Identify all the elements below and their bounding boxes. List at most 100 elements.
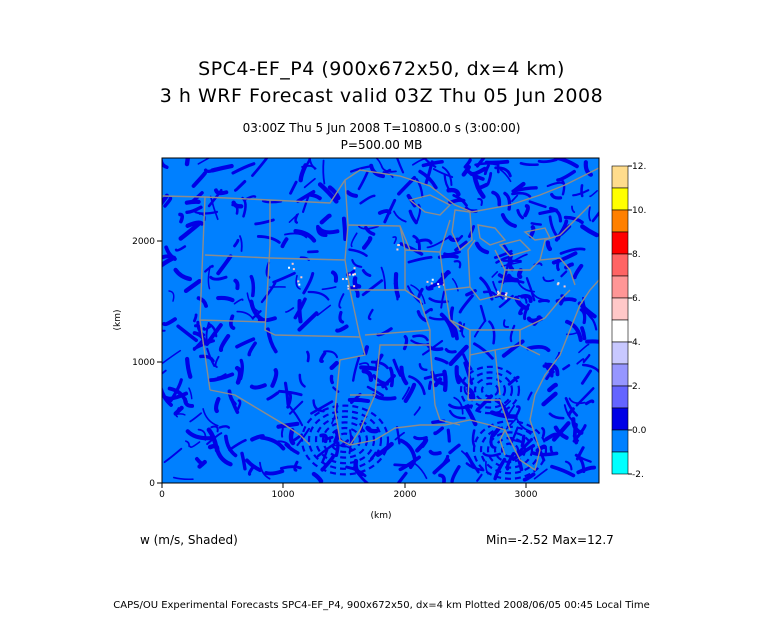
field-patch <box>266 391 280 401</box>
updraft-spot <box>505 292 508 295</box>
field-patch <box>358 362 370 367</box>
field-patch <box>519 161 539 167</box>
field-patch <box>454 365 461 385</box>
field-patch <box>516 208 525 220</box>
field-patch <box>542 276 555 283</box>
field-patch <box>479 304 487 323</box>
field-patch <box>316 304 332 317</box>
updraft-spot <box>352 273 355 276</box>
field-patch <box>349 164 374 173</box>
field-patch <box>499 169 512 183</box>
footer-credit: CAPS/OU Experimental Forecasts SPC4-EF_P… <box>113 600 650 611</box>
field-patch <box>537 158 558 164</box>
field-patch <box>443 250 461 257</box>
field-patch <box>301 164 316 170</box>
field-patch <box>295 274 301 290</box>
field-patch <box>432 168 454 178</box>
colorbar-swatch <box>611 385 629 409</box>
field-patch <box>270 368 279 388</box>
field-patch <box>448 443 461 455</box>
field-patch <box>199 354 215 363</box>
field-patch <box>393 463 412 467</box>
field-patch <box>216 254 233 276</box>
field-patch <box>425 285 434 291</box>
field-patch <box>503 191 512 211</box>
field-patch <box>288 400 304 415</box>
field-patch <box>556 169 576 182</box>
field-patch <box>202 325 212 331</box>
field-patch <box>473 342 494 360</box>
field-patch <box>176 324 198 343</box>
colorbar-swatch <box>611 429 629 453</box>
field-patch <box>461 323 466 338</box>
field-patch <box>491 190 502 207</box>
field-swirl <box>479 425 541 475</box>
field-patch <box>210 163 234 173</box>
updraft-spot <box>300 276 303 279</box>
field-patch <box>465 462 485 472</box>
field-patch <box>475 394 494 412</box>
field-patch <box>492 280 504 300</box>
field-patch <box>329 374 334 385</box>
field-patch <box>169 378 183 403</box>
field-patch <box>522 472 536 482</box>
field-patch <box>401 386 411 400</box>
colorbar <box>611 165 629 475</box>
field-patch <box>259 461 271 480</box>
field-swirl <box>300 404 390 476</box>
field-patch <box>351 258 363 268</box>
field-patch <box>223 434 238 458</box>
field-patch <box>307 192 322 201</box>
field-patch <box>528 200 547 209</box>
field-patch <box>235 337 256 349</box>
field-patch <box>398 438 417 461</box>
field-patch <box>234 365 243 385</box>
field-patch <box>230 399 240 415</box>
field-patch <box>327 185 341 201</box>
field-dark-patches <box>162 158 599 483</box>
field-patch <box>580 224 599 238</box>
field-patch <box>463 158 472 169</box>
field-patch <box>307 290 330 301</box>
updraft-spot <box>497 290 500 293</box>
field-patch <box>572 263 584 280</box>
field-patch <box>312 399 325 413</box>
field-patch <box>458 294 474 314</box>
field-patch <box>306 350 310 363</box>
map-frame <box>161 157 600 484</box>
field-patch <box>192 339 215 350</box>
updraft-spot <box>288 266 291 269</box>
updraft-spot <box>556 283 559 286</box>
field-patch <box>476 182 489 191</box>
field-patch <box>426 236 449 249</box>
field-patch <box>559 247 586 255</box>
field-patch <box>284 232 308 239</box>
field-patch <box>553 158 579 169</box>
field-patch <box>185 440 191 448</box>
field-patch <box>375 441 394 457</box>
field-patch <box>527 391 533 401</box>
plot-title: SPC4-EF_P4 (900x672x50, dx=4 km) <box>198 58 565 80</box>
field-patch <box>563 215 584 225</box>
field-patch <box>311 471 324 483</box>
field-patch <box>246 292 260 313</box>
field-patch <box>272 271 296 284</box>
field-patch <box>260 281 277 304</box>
field-patch <box>283 381 290 406</box>
field-patch <box>188 387 193 400</box>
updraft-spot <box>504 297 507 300</box>
field-patch <box>285 307 295 313</box>
field-patch <box>261 199 283 204</box>
field-patch <box>249 383 267 390</box>
field-patch <box>560 270 568 278</box>
field-patch <box>413 435 428 441</box>
field-patch <box>533 468 548 480</box>
field-patch <box>288 405 304 427</box>
field-patch <box>476 473 483 482</box>
field-patch <box>572 422 579 445</box>
field-patch <box>162 349 182 365</box>
field-patch <box>197 428 207 441</box>
field-patch <box>399 242 424 256</box>
field-patch <box>280 427 284 438</box>
